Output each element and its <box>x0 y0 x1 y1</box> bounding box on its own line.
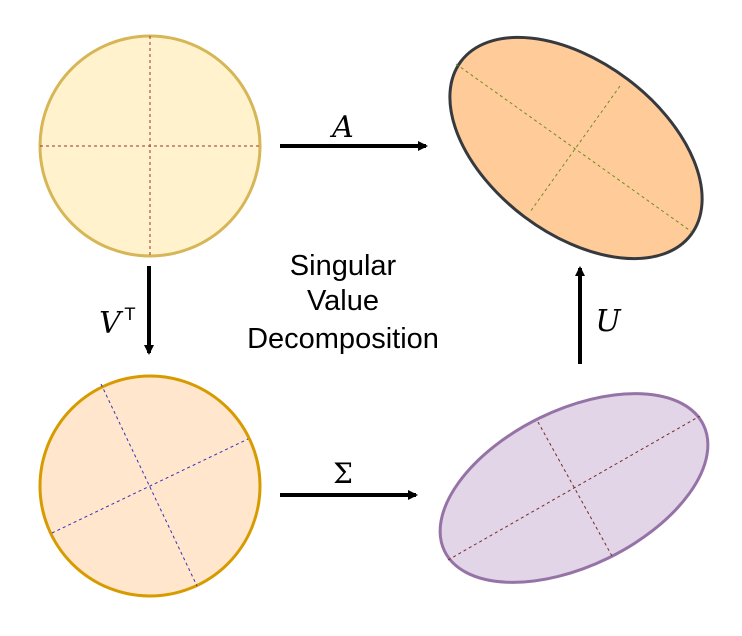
circle-rotated-axis-1 <box>100 383 198 587</box>
unit-circle-original <box>38 34 262 258</box>
center-title-line-2: Value <box>307 285 379 317</box>
label-v-superscript: T <box>124 305 136 325</box>
label-a: A <box>329 110 354 145</box>
ellipse-scaled-minor-axis <box>537 421 613 557</box>
label-u: U <box>595 304 622 339</box>
scaled-ellipse <box>438 392 710 584</box>
label-sigma: Σ <box>333 457 353 490</box>
final-ellipse <box>448 35 704 261</box>
label-v: V <box>99 306 124 341</box>
ellipse-final-minor-axis <box>529 85 621 213</box>
circle-rotated-axis-2 <box>51 438 249 534</box>
center-title-line-3: Decomposition <box>247 323 439 355</box>
ellipse-final-major-axis <box>455 63 693 233</box>
rotated-circle <box>38 374 262 598</box>
center-title-line-1: Singular <box>290 250 397 282</box>
ellipse-scaled-major-axis <box>447 415 701 561</box>
ellipse-final-shape <box>448 35 704 261</box>
